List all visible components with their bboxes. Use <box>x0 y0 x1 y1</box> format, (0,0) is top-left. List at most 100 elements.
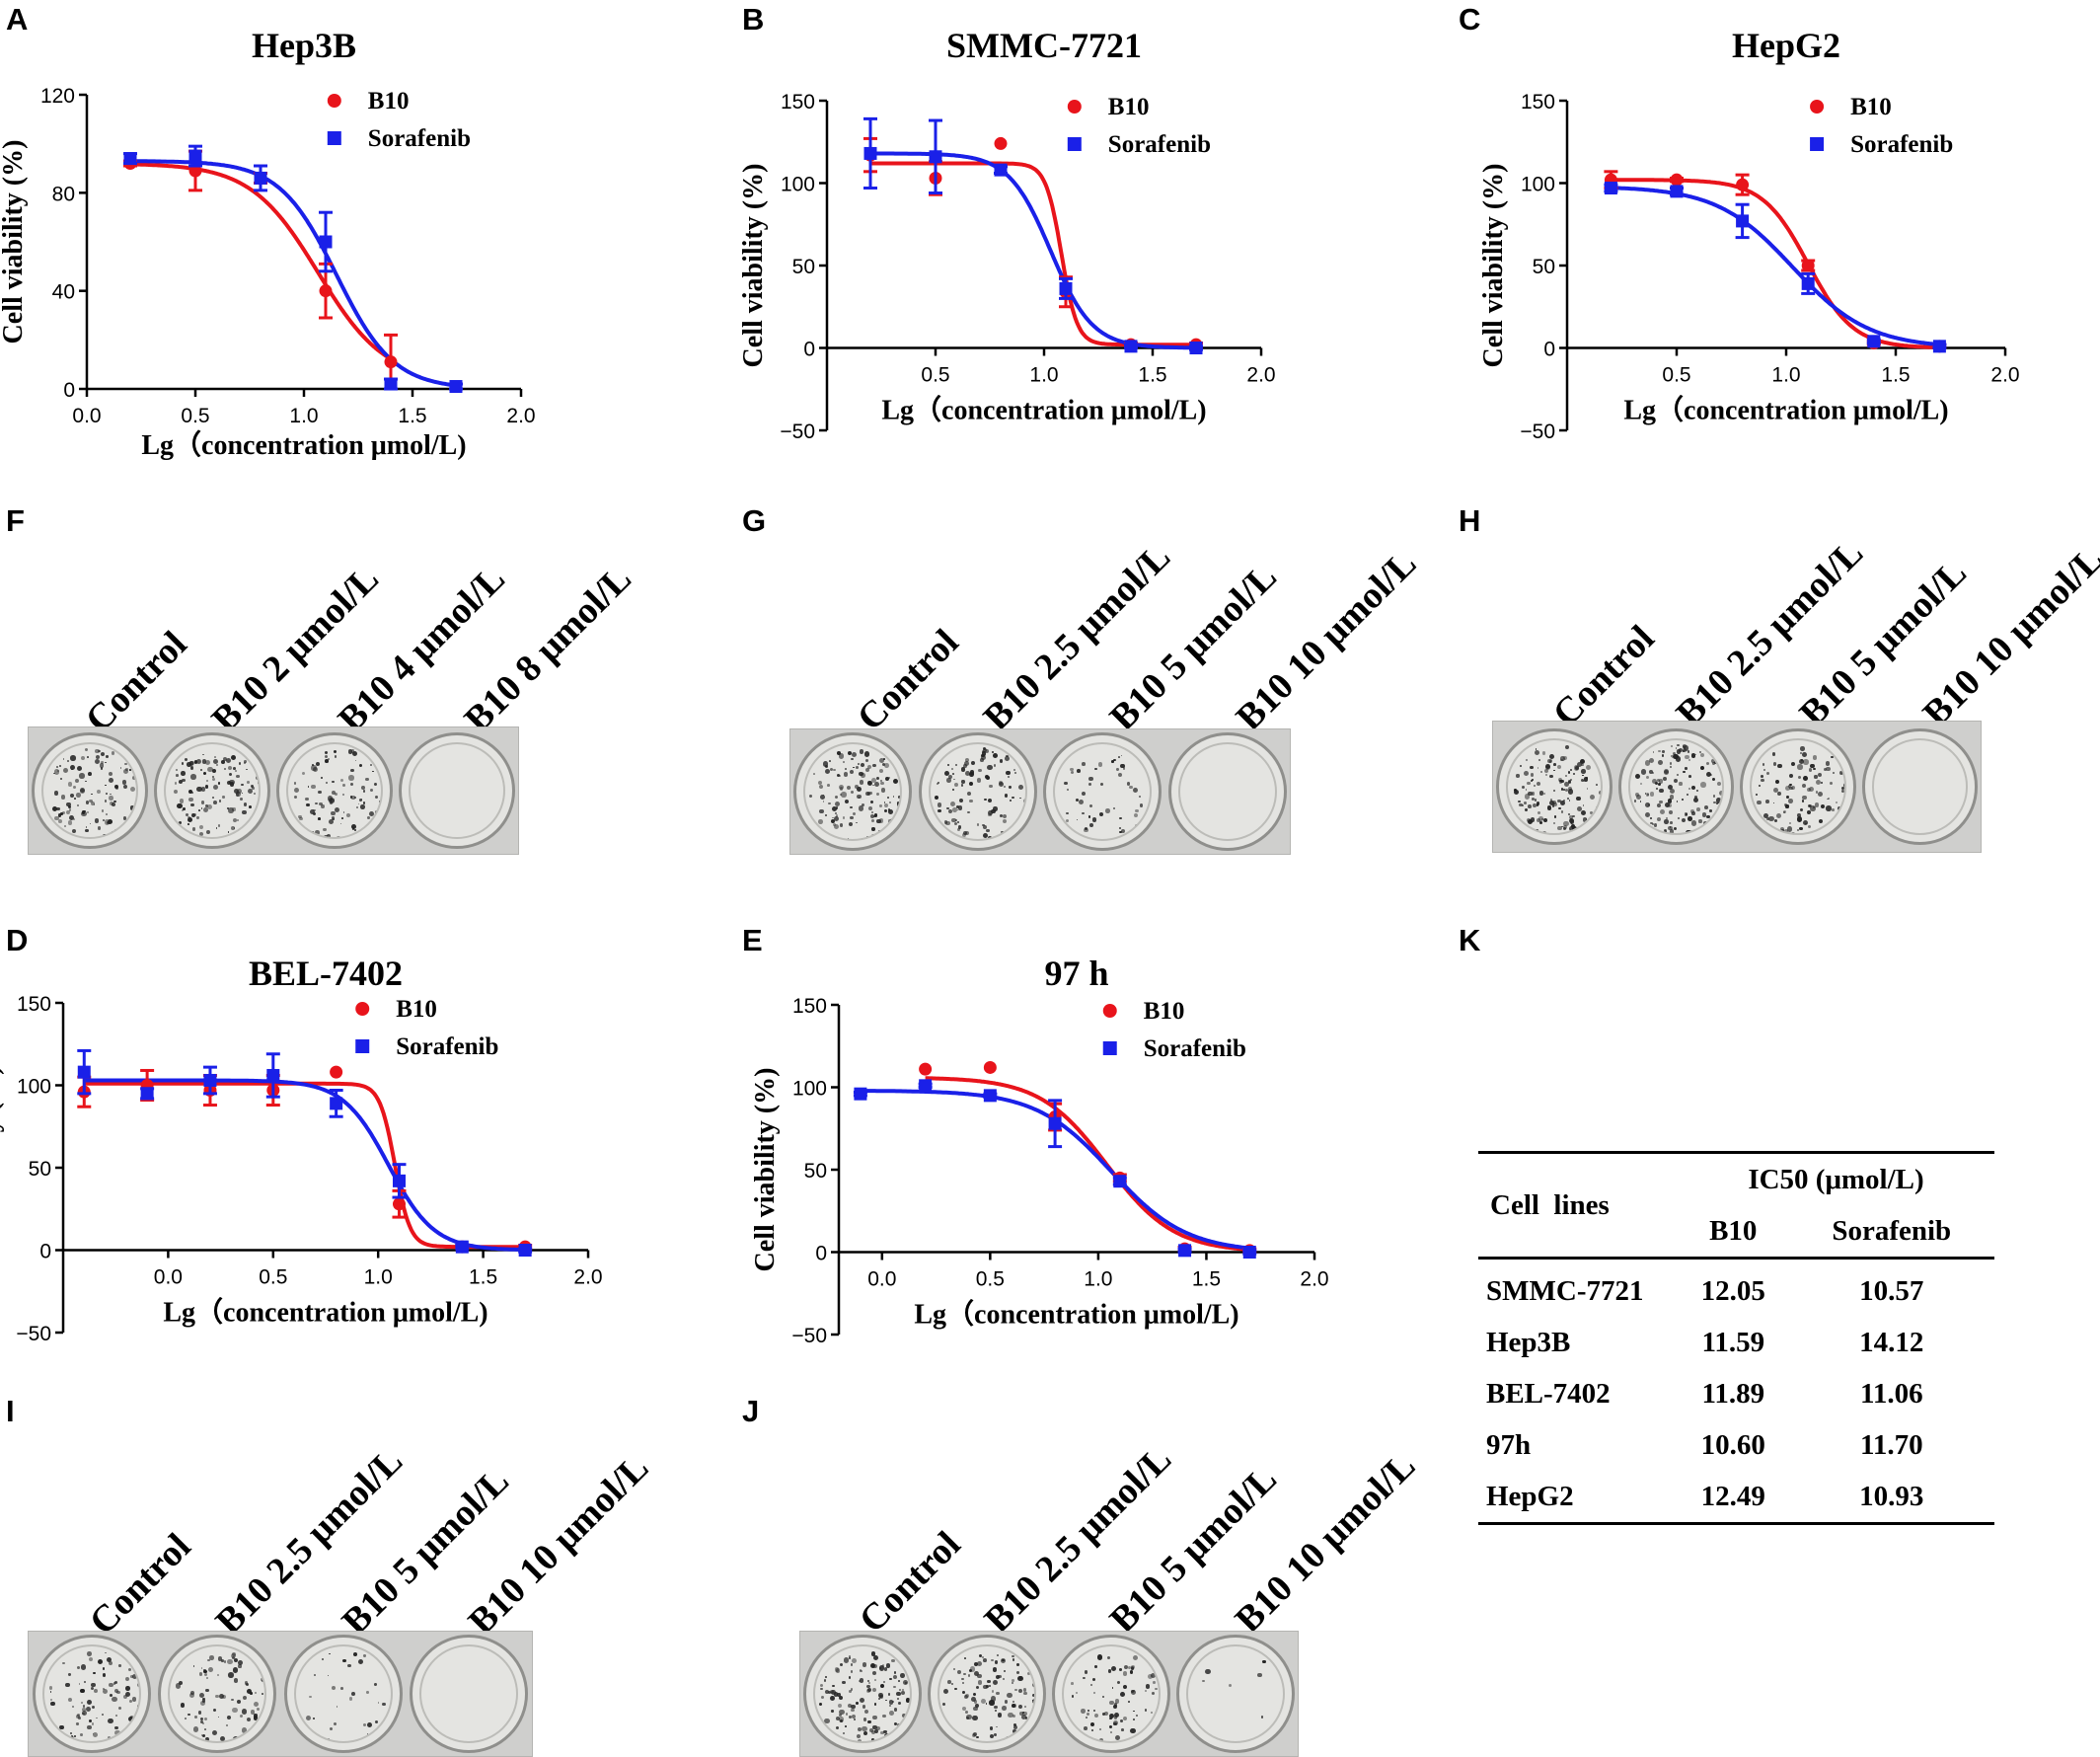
colony <box>339 822 342 825</box>
colony <box>332 790 336 795</box>
colony <box>1066 788 1070 791</box>
colony <box>78 1683 81 1685</box>
colony <box>842 1732 846 1735</box>
colony <box>357 1658 363 1664</box>
colony <box>327 758 330 760</box>
colony <box>1777 792 1782 796</box>
colony <box>1689 808 1695 814</box>
colony <box>200 1734 203 1736</box>
colony <box>839 1709 845 1715</box>
colony <box>105 761 108 764</box>
colony <box>821 1696 825 1700</box>
colony <box>1543 768 1548 773</box>
colony <box>1796 828 1799 831</box>
colony <box>870 1729 876 1735</box>
colony <box>1633 799 1637 802</box>
colony <box>1077 769 1081 774</box>
ic50-b10: 11.89 <box>1701 1377 1765 1410</box>
colony <box>934 795 939 800</box>
well-interior <box>41 1644 141 1743</box>
colony <box>835 814 838 817</box>
colony <box>231 1651 236 1656</box>
colony <box>855 766 859 770</box>
point-sorafenib <box>266 1068 280 1082</box>
fit-curve-sorafenib <box>130 159 457 388</box>
colony <box>987 798 992 802</box>
colony <box>1129 1670 1134 1674</box>
colony <box>1560 758 1563 762</box>
colony <box>990 1733 994 1738</box>
colony <box>306 802 310 807</box>
colony <box>883 803 888 808</box>
colony <box>82 1704 86 1708</box>
colony <box>886 797 889 800</box>
colony <box>96 789 102 795</box>
colony <box>1832 807 1835 811</box>
point-sorafenib <box>392 1174 406 1187</box>
colony <box>983 746 987 750</box>
colony <box>832 1684 835 1687</box>
colony <box>1788 784 1791 788</box>
colony <box>185 1717 188 1719</box>
colony <box>1119 1719 1123 1722</box>
colony <box>829 1696 835 1701</box>
colony <box>1019 1711 1024 1717</box>
colony <box>956 808 959 811</box>
colony <box>961 780 965 784</box>
colony <box>215 827 218 829</box>
colony <box>986 1685 989 1688</box>
colony <box>1523 801 1527 804</box>
colony <box>124 1686 130 1691</box>
chart-97h: 97 h −50 0 50 100 150 0.0 0.5 1.0 1.5 2.0 Lg（concen… <box>720 928 1352 1347</box>
colony <box>1690 811 1695 815</box>
colony <box>1702 824 1708 830</box>
x-tick-label: 0.0 <box>867 1268 896 1291</box>
colony <box>382 1702 386 1707</box>
colony <box>994 1709 997 1712</box>
colony <box>1116 1742 1121 1743</box>
colony <box>1685 767 1688 770</box>
ic50-sorafenib: 10.57 <box>1859 1274 1924 1307</box>
colony <box>1106 1655 1111 1660</box>
colony <box>1682 744 1686 748</box>
colony <box>1120 763 1125 768</box>
colony <box>311 765 317 771</box>
colony <box>1121 1742 1124 1743</box>
colony <box>190 802 194 806</box>
colony <box>85 828 89 832</box>
colony <box>205 1688 210 1693</box>
colony <box>891 1659 895 1663</box>
colony <box>1564 745 1569 750</box>
colony <box>879 1683 884 1688</box>
table-subheader-row: B10 Sorafenib <box>1478 1205 1994 1259</box>
colony <box>1127 1666 1131 1670</box>
colony <box>1205 1669 1211 1675</box>
colony <box>855 821 858 824</box>
colony <box>87 1724 92 1730</box>
colony <box>217 1716 220 1719</box>
colony <box>950 802 956 807</box>
colony <box>261 1679 264 1683</box>
x-tick-label: 0.0 <box>154 1266 183 1289</box>
colony <box>892 1701 895 1704</box>
colony <box>183 807 187 811</box>
colony <box>1523 771 1529 777</box>
colony <box>1527 781 1531 786</box>
colony <box>50 1698 53 1701</box>
colony <box>904 1682 907 1685</box>
colony <box>885 1663 890 1668</box>
colony <box>1683 745 1688 751</box>
colony <box>1656 803 1661 807</box>
colony <box>867 780 872 785</box>
colony <box>878 1693 883 1698</box>
colony <box>1111 1686 1114 1689</box>
colony <box>315 830 320 835</box>
colony <box>1668 825 1673 831</box>
panel-letter-j: J <box>742 1394 760 1428</box>
colony <box>1659 808 1665 815</box>
colony <box>200 807 203 809</box>
colony <box>1645 793 1650 797</box>
colony <box>1084 827 1089 833</box>
x-tick-label: 0.0 <box>72 405 101 427</box>
colony <box>1690 753 1696 758</box>
